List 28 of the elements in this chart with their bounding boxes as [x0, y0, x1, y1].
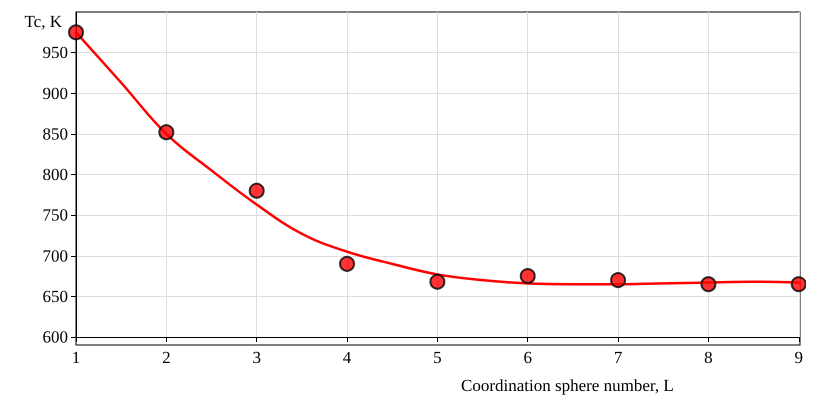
x-tick-label: 3	[252, 348, 261, 367]
point	[610, 272, 626, 288]
point	[520, 268, 536, 284]
y-tick-label: 950	[42, 43, 68, 62]
y-tick-label: 800	[42, 165, 68, 184]
y-tick-label: 900	[42, 84, 68, 103]
x-tick-label: 2	[162, 348, 171, 367]
point	[429, 274, 446, 290]
point	[700, 276, 716, 292]
point	[339, 256, 356, 272]
x-tick-label: 1	[72, 348, 80, 367]
y-tick-label: 700	[42, 246, 68, 266]
x-tick-label: 4	[342, 348, 352, 367]
y-tick-label: 600	[42, 328, 68, 346]
point	[158, 124, 174, 140]
y-tick-label: 750	[42, 206, 68, 225]
point	[68, 24, 84, 40]
y-tick-label: 850	[42, 124, 68, 144]
x-tick-label: 9	[794, 348, 803, 367]
x-tick-label: 6	[523, 348, 532, 367]
y-tick-label: 650	[42, 286, 68, 306]
point	[248, 182, 265, 199]
x-tick-label: 7	[614, 348, 623, 367]
x-tick-label: 5	[433, 348, 442, 367]
y-axis-title: Tc, K	[24, 12, 63, 31]
point	[790, 276, 806, 292]
x-tick-label: 8	[704, 348, 713, 367]
x-axis-title: Coordination sphere number, L	[461, 376, 674, 395]
